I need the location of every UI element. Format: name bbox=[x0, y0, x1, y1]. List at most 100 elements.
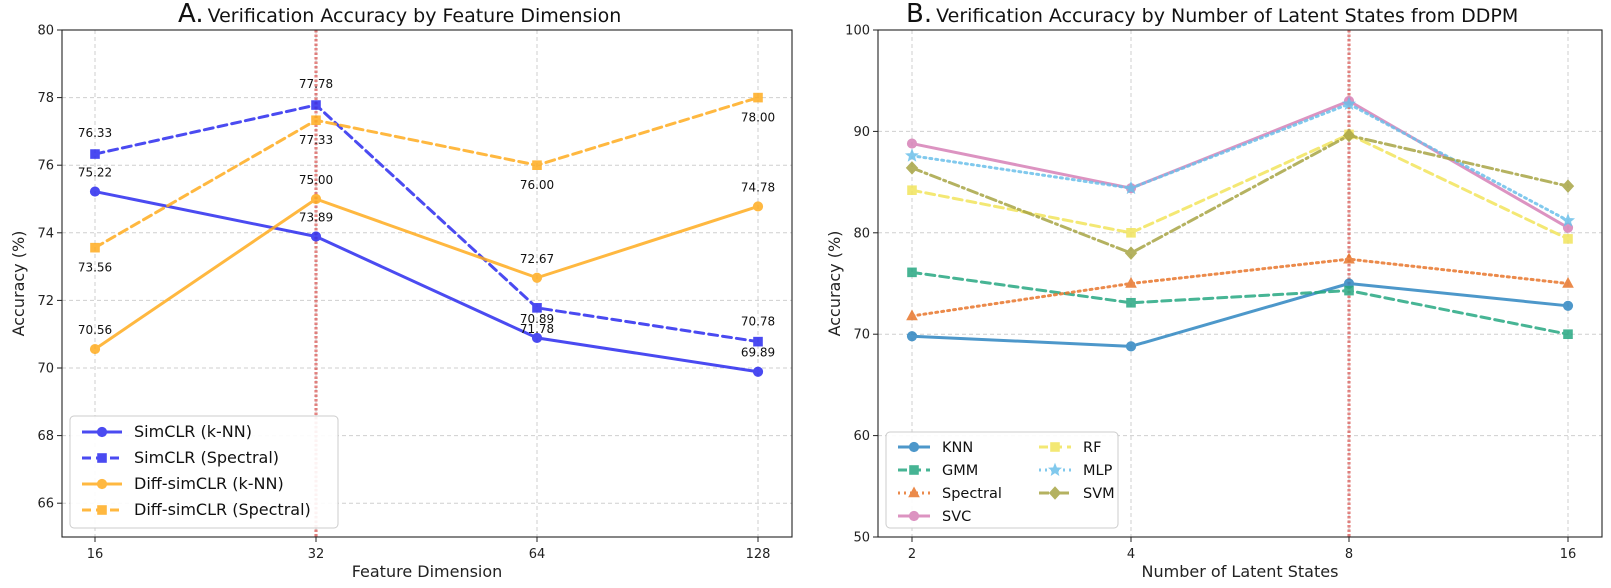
data-point bbox=[753, 92, 763, 103]
x-axis-label: Feature Dimension bbox=[352, 562, 503, 581]
legend-marker bbox=[97, 505, 107, 515]
x-tick-label: 128 bbox=[746, 547, 771, 562]
data-label: 74.78 bbox=[741, 180, 775, 194]
series-line bbox=[93, 96, 760, 250]
series-gmm bbox=[907, 267, 1573, 339]
legend-label: KNN bbox=[942, 440, 973, 456]
data-label: 70.89 bbox=[520, 312, 554, 326]
data-point bbox=[907, 267, 917, 278]
series-svm bbox=[905, 128, 1575, 260]
legend-entry bbox=[82, 453, 122, 463]
series-line bbox=[910, 132, 1570, 241]
legend-entry bbox=[82, 478, 122, 490]
x-tick-label: 64 bbox=[529, 547, 546, 562]
series-line bbox=[910, 257, 1570, 318]
legend-marker bbox=[1048, 486, 1062, 500]
data-point bbox=[1341, 96, 1357, 110]
data-point bbox=[906, 138, 918, 149]
data-point bbox=[1563, 329, 1573, 339]
x-tick-label: 16 bbox=[87, 547, 104, 562]
x-axis-label: Number of Latent States bbox=[1142, 562, 1339, 581]
data-point bbox=[904, 148, 920, 162]
y-tick-label: 80 bbox=[37, 24, 54, 39]
legend-entry bbox=[82, 426, 122, 438]
data-point bbox=[1125, 341, 1137, 352]
data-point bbox=[905, 161, 919, 175]
chart-title: Verification Accuracy by Number of Laten… bbox=[936, 5, 1518, 27]
legend-marker bbox=[96, 426, 108, 438]
series-spectral bbox=[906, 252, 1574, 321]
data-point bbox=[311, 115, 321, 126]
y-tick-label: 100 bbox=[845, 24, 870, 39]
legend-entry bbox=[898, 465, 930, 475]
legend-label: SVC bbox=[942, 509, 971, 525]
series-line bbox=[910, 99, 1570, 230]
data-point bbox=[1560, 213, 1576, 227]
y-tick-label: 90 bbox=[853, 125, 870, 140]
data-point bbox=[1126, 228, 1136, 238]
x-tick-label: 32 bbox=[308, 547, 325, 562]
y-tick-label: 68 bbox=[37, 429, 54, 444]
data-point bbox=[906, 331, 918, 342]
data-label: 76.00 bbox=[520, 178, 554, 192]
x-tick-label: 2 bbox=[908, 547, 916, 562]
data-point bbox=[1343, 252, 1355, 264]
legend-entry bbox=[898, 441, 930, 453]
data-point bbox=[1344, 285, 1354, 296]
data-point bbox=[1562, 300, 1574, 311]
legend-marker bbox=[97, 453, 107, 463]
data-point bbox=[753, 336, 763, 347]
data-label: 73.56 bbox=[78, 261, 112, 275]
legend-entry bbox=[1039, 462, 1071, 476]
legend-marker bbox=[908, 486, 920, 498]
legend-label: Diff-simCLR (k-NN) bbox=[134, 474, 284, 493]
data-point bbox=[311, 100, 321, 110]
data-point bbox=[310, 193, 322, 205]
legend-label: GMM bbox=[942, 463, 978, 479]
data-label: 70.56 bbox=[78, 323, 112, 337]
legend-entry bbox=[1039, 486, 1071, 500]
y-tick-label: 60 bbox=[853, 429, 870, 444]
data-point bbox=[531, 272, 543, 283]
data-point bbox=[531, 332, 543, 344]
legend-marker bbox=[96, 478, 108, 490]
legend: KNN GMM Spectral SVC RF MLP SVM bbox=[885, 431, 1119, 529]
panel-letter: B. bbox=[906, 0, 932, 29]
plot-frame bbox=[61, 29, 793, 538]
legend-marker bbox=[909, 465, 919, 475]
y-tick-label: 72 bbox=[37, 294, 54, 309]
data-point bbox=[752, 201, 764, 212]
data-point bbox=[1126, 297, 1136, 308]
data-point bbox=[1563, 234, 1573, 244]
y-tick-label: 70 bbox=[37, 362, 54, 377]
legend-box bbox=[69, 415, 339, 529]
legend-label: SimCLR (k-NN) bbox=[134, 422, 252, 441]
series-diff-simclr-spectral- bbox=[90, 92, 763, 253]
legend-label: Diff-simCLR (Spectral) bbox=[134, 500, 311, 519]
legend-entry bbox=[898, 510, 930, 522]
x-tick-label: 4 bbox=[1127, 547, 1135, 562]
data-point bbox=[752, 366, 764, 377]
legend-label: RF bbox=[1083, 440, 1101, 456]
legend-label: MLP bbox=[1083, 463, 1113, 479]
data-point bbox=[89, 343, 101, 355]
data-label: 72.67 bbox=[520, 252, 554, 266]
legend-label: SVM bbox=[1083, 486, 1115, 502]
data-point bbox=[310, 231, 322, 242]
legend-marker bbox=[1050, 442, 1060, 452]
legend-entry bbox=[1039, 442, 1071, 452]
legend: SimCLR (k-NN) SimCLR (Spectral) Diff-simCL… bbox=[69, 415, 339, 529]
legend-label: Spectral bbox=[942, 486, 1002, 502]
y-tick-label: 66 bbox=[37, 497, 54, 512]
data-point bbox=[1562, 276, 1574, 288]
data-label: 77.78 bbox=[299, 77, 333, 91]
y-tick-label: 80 bbox=[853, 226, 870, 241]
legend-entry bbox=[82, 505, 122, 515]
legend-entry bbox=[898, 486, 930, 498]
legend-box bbox=[885, 431, 1119, 529]
data-point bbox=[906, 309, 918, 321]
data-label: 77.33 bbox=[299, 133, 333, 147]
y-axis-label: Accuracy (%) bbox=[9, 231, 28, 337]
chart-title-group: B. Verification Accuracy by Number of Lat… bbox=[906, 0, 1518, 29]
data-label: 70.78 bbox=[741, 315, 775, 329]
